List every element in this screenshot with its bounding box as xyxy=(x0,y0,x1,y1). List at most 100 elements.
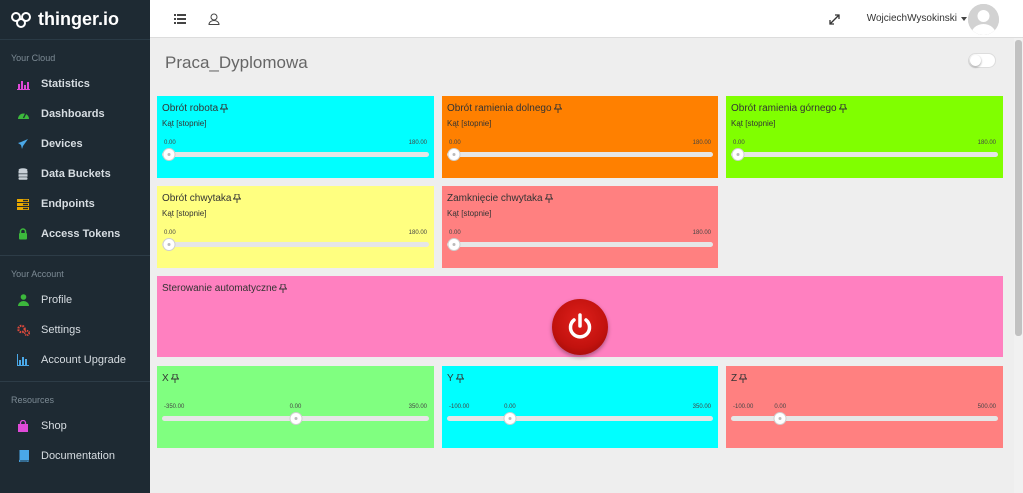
sidebar-item-data-buckets[interactable]: Data Buckets xyxy=(0,159,150,189)
slider[interactable]: 0.00 180.00 xyxy=(162,140,429,161)
pin-icon[interactable] xyxy=(544,194,553,203)
user-menu[interactable]: WojciechWysokinski xyxy=(867,13,967,24)
list-icon[interactable] xyxy=(172,11,188,27)
slider-handle[interactable] xyxy=(162,238,176,251)
slider[interactable]: -350.00 350.00 0.00 xyxy=(162,404,429,425)
slider-track[interactable] xyxy=(447,242,713,247)
toggle-knob xyxy=(970,55,981,66)
sidebar-item-devices[interactable]: Devices xyxy=(0,129,150,159)
sidebar-item-dashboards[interactable]: Dashboards xyxy=(0,99,150,129)
slider-max-label: 180.00 xyxy=(977,140,996,146)
pin-icon[interactable] xyxy=(279,284,288,293)
avatar[interactable] xyxy=(968,4,999,35)
slider-current-label: 0.00 xyxy=(289,404,302,410)
slider-handle[interactable] xyxy=(773,412,787,425)
sidebar: thinger.io Your Cloud Statistics Dashboa… xyxy=(0,0,150,493)
widget-title-text: Obrót ramienia dolnego xyxy=(447,103,552,114)
slider-max-label: 500.00 xyxy=(977,404,996,410)
slider[interactable]: 0.00 180.00 xyxy=(447,230,713,251)
slider[interactable]: 0.00 180.00 xyxy=(162,230,429,251)
widget-title: X xyxy=(162,373,179,384)
sidebar-item-label: Data Buckets xyxy=(41,168,111,180)
slider-handle[interactable] xyxy=(447,238,461,251)
slider[interactable]: -100.00 500.00 0.00 xyxy=(731,404,998,425)
shopping-bag-icon xyxy=(16,419,30,433)
slider-min-label: -350.00 xyxy=(164,404,185,410)
widget-subtitle: Kąt [stopnie] xyxy=(447,119,492,128)
sidebar-item-profile[interactable]: Profile xyxy=(0,285,150,315)
widget-title-text: Zamknięcie chwytaka xyxy=(447,193,543,204)
brand-name: thinger.io xyxy=(38,9,119,29)
slider-track[interactable] xyxy=(447,416,713,421)
tasks-icon xyxy=(16,197,30,211)
slider[interactable]: -100.00 350.00 0.00 xyxy=(447,404,713,425)
widget-title-text: Obrót chwytaka xyxy=(162,193,232,204)
slider[interactable]: 0.00 180.00 xyxy=(731,140,998,161)
database-icon xyxy=(16,167,30,181)
pin-icon[interactable] xyxy=(553,104,562,113)
sidebar-item-statistics[interactable]: Statistics xyxy=(0,69,150,99)
widget-title-text: Obrót robota xyxy=(162,103,219,114)
slider-min-label: 0.00 xyxy=(449,230,461,236)
sidebar-item-settings[interactable]: Settings xyxy=(0,315,150,345)
sidebar-item-label: Documentation xyxy=(41,450,115,462)
section-title: Your Account xyxy=(11,269,64,279)
slider-max-label: 180.00 xyxy=(408,140,427,146)
slider-handle[interactable] xyxy=(447,148,461,161)
sidebar-item-endpoints[interactable]: Endpoints xyxy=(0,189,150,219)
pin-icon[interactable] xyxy=(220,104,229,113)
slider-handle[interactable] xyxy=(162,148,176,161)
slider-handle[interactable] xyxy=(503,412,517,425)
power-icon xyxy=(568,313,592,339)
slider-track[interactable] xyxy=(731,416,998,421)
slider-track[interactable] xyxy=(731,152,998,157)
brand[interactable]: thinger.io xyxy=(0,0,150,40)
widget-title: Obrót robota xyxy=(162,103,229,114)
widget-subtitle: Kąt [stopnie] xyxy=(162,209,207,218)
rocket-icon xyxy=(16,137,30,151)
sidebar-divider xyxy=(0,255,150,256)
widget-obrot-ramienia-dolnego: Obrót ramienia dolnego Kąt [stopnie] 0.0… xyxy=(442,96,718,178)
slider-handle[interactable] xyxy=(731,148,745,161)
slider-track[interactable] xyxy=(447,152,713,157)
power-button[interactable] xyxy=(552,299,608,355)
pin-icon[interactable] xyxy=(170,374,179,383)
widget-title-text: X xyxy=(162,373,169,384)
pin-icon[interactable] xyxy=(838,104,847,113)
page-scrollbar[interactable] xyxy=(1014,38,1023,493)
slider-handle[interactable] xyxy=(289,412,302,425)
sidebar-item-label: Devices xyxy=(41,138,83,150)
sidebar-item-label: Statistics xyxy=(41,78,90,90)
slider-min-label: 0.00 xyxy=(164,230,176,236)
dashboard-edit-toggle[interactable] xyxy=(968,53,996,68)
section-title: Resources xyxy=(11,395,55,405)
user-icon xyxy=(16,293,30,307)
sidebar-item-documentation[interactable]: Documentation xyxy=(0,441,150,471)
slider-track[interactable] xyxy=(162,242,429,247)
sidebar-item-account-upgrade[interactable]: Account Upgrade xyxy=(0,345,150,375)
widget-obrot-ramienia-gornego: Obrót ramienia górnego Kąt [stopnie] 0.0… xyxy=(726,96,1003,178)
sidebar-item-access-tokens[interactable]: Access Tokens xyxy=(0,219,150,249)
slider-min-label: 0.00 xyxy=(449,140,461,146)
slider-min-label: 0.00 xyxy=(733,140,745,146)
widget-subtitle: Kąt [stopnie] xyxy=(447,209,492,218)
widget-obrot-robota: Obrót robota Kąt [stopnie] 0.00 180.00 xyxy=(157,96,434,178)
pin-icon[interactable] xyxy=(233,194,242,203)
caret-down-icon xyxy=(961,16,967,21)
widget-z: Z -100.00 500.00 0.00 xyxy=(726,366,1003,448)
slider[interactable]: 0.00 180.00 xyxy=(447,140,713,161)
expand-icon[interactable] xyxy=(826,11,842,27)
pin-icon[interactable] xyxy=(455,374,464,383)
widget-title: Obrót ramienia górnego xyxy=(731,103,847,114)
slider-track[interactable] xyxy=(162,152,429,157)
scrollbar-thumb[interactable] xyxy=(1015,40,1022,336)
sidebar-item-label: Access Tokens xyxy=(41,228,121,240)
person-outline-icon[interactable] xyxy=(206,11,222,27)
widget-title: Obrót ramienia dolnego xyxy=(447,103,562,114)
sidebar-item-label: Endpoints xyxy=(41,198,95,210)
widget-title: Sterowanie automatyczne xyxy=(162,283,288,294)
pin-icon[interactable] xyxy=(739,374,748,383)
sidebar-item-shop[interactable]: Shop xyxy=(0,411,150,441)
slider-max-label: 180.00 xyxy=(408,230,427,236)
section-title: Your Cloud xyxy=(11,53,56,63)
